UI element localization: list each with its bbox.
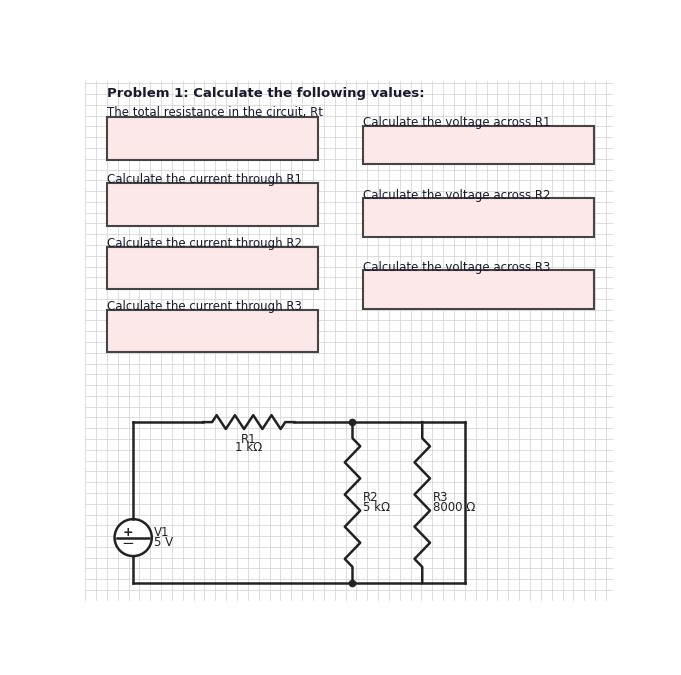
Text: +: + — [123, 526, 133, 539]
Text: 1 kΩ: 1 kΩ — [235, 441, 262, 454]
Bar — [107, 246, 317, 289]
Text: Calculate the voltage across R3: Calculate the voltage across R3 — [362, 261, 550, 274]
Bar — [107, 310, 317, 352]
Text: 5 V: 5 V — [154, 536, 173, 549]
Bar — [362, 271, 594, 309]
Text: R1: R1 — [241, 433, 257, 446]
Text: V1: V1 — [154, 526, 170, 539]
Circle shape — [114, 519, 152, 556]
Text: Calculate the current through R1: Calculate the current through R1 — [107, 173, 302, 186]
Text: −: − — [121, 535, 134, 551]
Bar — [362, 126, 594, 164]
Text: Problem 1: Calculate the following values:: Problem 1: Calculate the following value… — [107, 87, 424, 100]
Bar — [107, 117, 317, 159]
Text: 5 kΩ: 5 kΩ — [364, 502, 390, 514]
Text: Calculate the voltage across R2: Calculate the voltage across R2 — [362, 189, 550, 202]
Text: The total resistance in the circuit, Rt: The total resistance in the circuit, Rt — [107, 107, 323, 119]
Text: Calculate the voltage across R1: Calculate the voltage across R1 — [362, 116, 550, 130]
Text: R2: R2 — [364, 491, 379, 504]
Text: Calculate the current through R3: Calculate the current through R3 — [107, 300, 302, 313]
Text: Calculate the current through R2: Calculate the current through R2 — [107, 236, 302, 250]
Bar — [107, 184, 317, 225]
Text: 8000 Ω: 8000 Ω — [433, 502, 475, 514]
Bar — [362, 198, 594, 236]
Text: R3: R3 — [433, 491, 449, 504]
